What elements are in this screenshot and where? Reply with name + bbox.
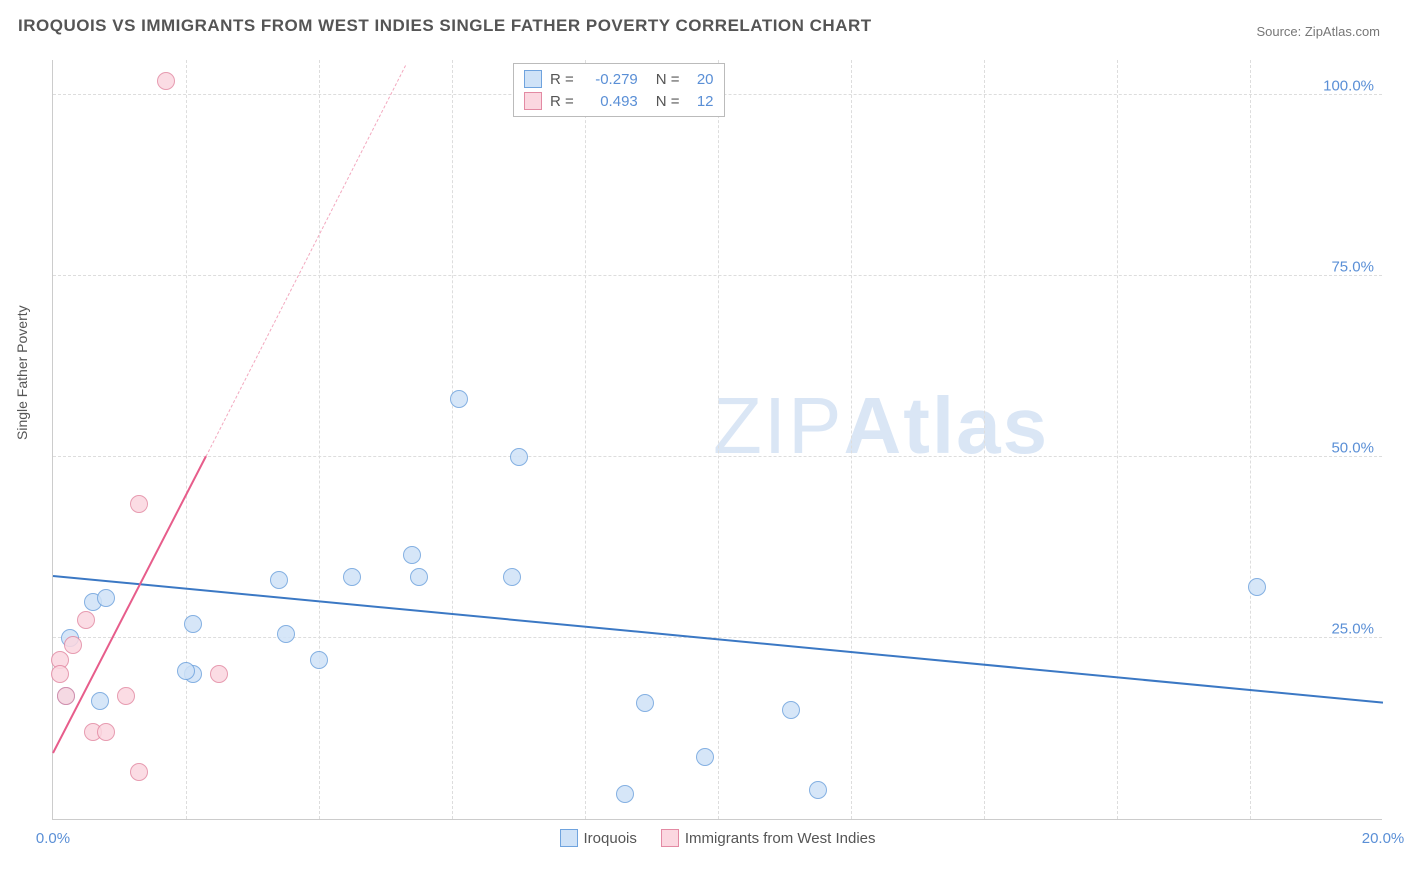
y-axis-label: Single Father Poverty xyxy=(14,305,30,440)
series-legend: Iroquois Immigrants from West Indies xyxy=(560,829,876,847)
data-point xyxy=(157,72,175,90)
n-value: 12 xyxy=(688,93,714,110)
correlation-legend: R = -0.279 N = 20 R = 0.493 N = 12 xyxy=(513,63,725,117)
data-point xyxy=(696,748,714,766)
data-point xyxy=(117,687,135,705)
data-point xyxy=(310,651,328,669)
gridline-vertical xyxy=(452,60,453,819)
data-point xyxy=(97,723,115,741)
gridline-vertical xyxy=(984,60,985,819)
legend-swatch xyxy=(560,829,578,847)
n-label: N = xyxy=(656,71,680,88)
legend-row: R = -0.279 N = 20 xyxy=(524,68,714,90)
x-tick-label: 20.0% xyxy=(1362,830,1405,847)
data-point xyxy=(503,568,521,586)
data-point xyxy=(210,665,228,683)
data-point xyxy=(77,611,95,629)
gridline-vertical xyxy=(585,60,586,819)
data-point xyxy=(636,694,654,712)
legend-label: Iroquois xyxy=(584,830,637,847)
data-point xyxy=(51,665,69,683)
legend-item: Iroquois xyxy=(560,829,637,847)
legend-item: Immigrants from West Indies xyxy=(661,829,876,847)
data-point xyxy=(410,568,428,586)
data-point xyxy=(403,546,421,564)
data-point xyxy=(130,763,148,781)
r-label: R = xyxy=(550,71,574,88)
data-point xyxy=(809,781,827,799)
data-point xyxy=(1248,578,1266,596)
x-tick-label: 0.0% xyxy=(36,830,70,847)
data-point xyxy=(510,448,528,466)
data-point xyxy=(177,662,195,680)
data-point xyxy=(91,692,109,710)
y-tick-label: 75.0% xyxy=(1331,259,1374,276)
legend-swatch xyxy=(524,92,542,110)
legend-swatch xyxy=(524,70,542,88)
gridline-vertical xyxy=(1250,60,1251,819)
chart-title: IROQUOIS VS IMMIGRANTS FROM WEST INDIES … xyxy=(18,16,872,36)
data-point xyxy=(270,571,288,589)
y-tick-label: 100.0% xyxy=(1323,78,1374,95)
data-point xyxy=(184,615,202,633)
watermark: ZIPAtlas xyxy=(713,380,1049,472)
data-point xyxy=(616,785,634,803)
gridline-vertical xyxy=(851,60,852,819)
gridline-vertical xyxy=(319,60,320,819)
data-point xyxy=(277,625,295,643)
y-tick-label: 50.0% xyxy=(1331,440,1374,457)
gridline-vertical xyxy=(186,60,187,819)
data-point xyxy=(782,701,800,719)
n-label: N = xyxy=(656,93,680,110)
data-point xyxy=(450,390,468,408)
legend-swatch xyxy=(661,829,679,847)
data-point xyxy=(97,589,115,607)
scatter-chart: ZIPAtlas 25.0%50.0%75.0%100.0%0.0%20.0%R… xyxy=(52,60,1382,820)
r-label: R = xyxy=(550,93,574,110)
y-tick-label: 25.0% xyxy=(1331,621,1374,638)
legend-row: R = 0.493 N = 12 xyxy=(524,90,714,112)
gridline-vertical xyxy=(1117,60,1118,819)
trend-line xyxy=(52,456,207,754)
trend-line xyxy=(205,66,405,457)
source-attribution: Source: ZipAtlas.com xyxy=(1256,24,1380,39)
r-value: -0.279 xyxy=(582,71,638,88)
r-value: 0.493 xyxy=(582,93,638,110)
data-point xyxy=(64,636,82,654)
data-point xyxy=(343,568,361,586)
n-value: 20 xyxy=(688,71,714,88)
legend-label: Immigrants from West Indies xyxy=(685,830,876,847)
data-point xyxy=(130,495,148,513)
gridline-vertical xyxy=(718,60,719,819)
data-point xyxy=(57,687,75,705)
